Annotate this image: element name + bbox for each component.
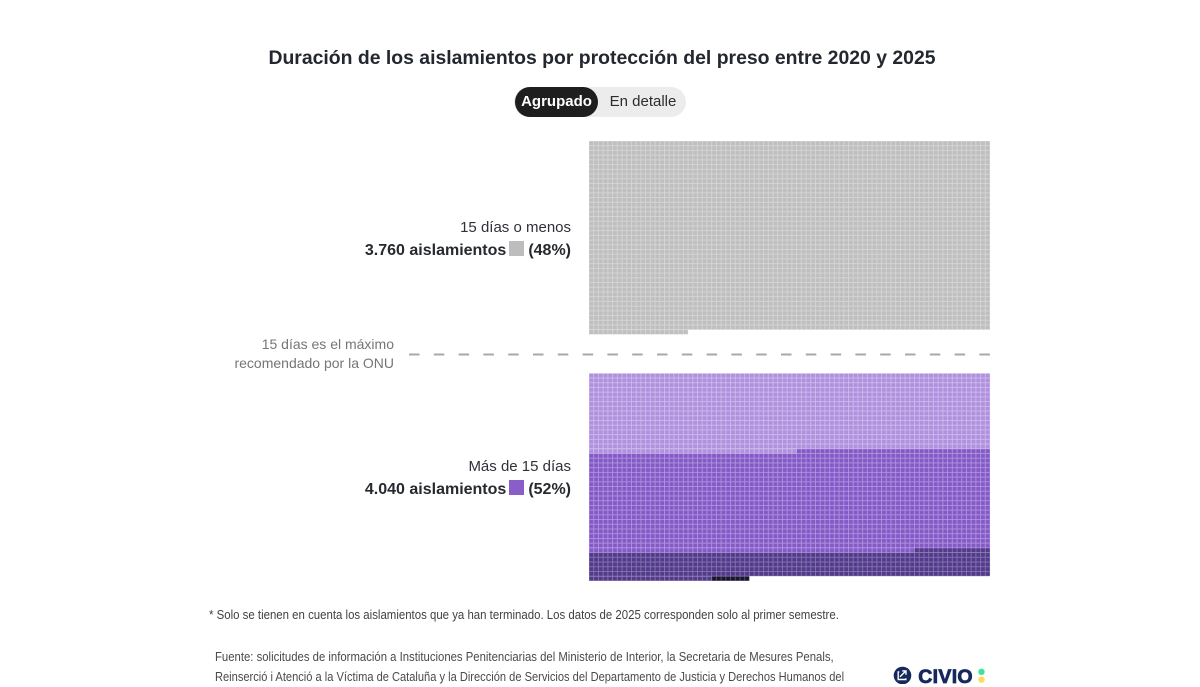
- svg-text:CIVIO: CIVIO: [918, 666, 973, 684]
